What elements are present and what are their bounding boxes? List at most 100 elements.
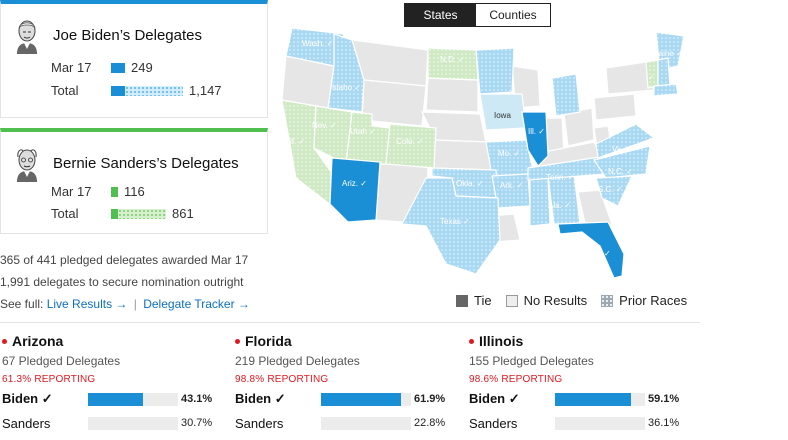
sanders-total-bar-mar17 <box>111 208 118 219</box>
map-label-okla: Okla. ✓ <box>456 179 484 188</box>
state-illinois <box>521 111 549 167</box>
vote-bar-fill <box>555 392 631 406</box>
vote-bar-fill <box>88 392 144 406</box>
legend-no-results: No Results <box>505 293 587 308</box>
pledged-delegates: 155 Pledged Delegates <box>469 354 594 368</box>
sanders-total-bar-prior <box>118 208 166 219</box>
vote-bar <box>88 392 178 406</box>
state-mississippi <box>529 177 551 227</box>
state-texas <box>401 177 501 275</box>
reporting-status: 98.6% REPORTING <box>469 374 563 385</box>
race-illinois[interactable]: Illinois 155 Pledged Delegates 98.6% REP… <box>469 333 699 433</box>
race-state-title: Arizona <box>2 333 232 349</box>
state-arizona <box>329 157 381 223</box>
map-label-utah: Utah ✓ <box>350 127 376 136</box>
counties-tab[interactable]: Counties <box>476 4 550 26</box>
map-label-fla: ✓ <box>604 249 611 258</box>
pledged-delegates: 67 Pledged Delegates <box>2 354 121 368</box>
map-label-texas: Texas ✓ <box>440 217 470 226</box>
no-results-swatch-icon <box>505 294 518 307</box>
reporting-status: 98.8% REPORTING <box>235 374 329 385</box>
map-label-nev: Nev. ✓ <box>312 121 337 130</box>
state-south-carolina <box>595 175 633 207</box>
states-tab[interactable]: States <box>405 4 476 26</box>
map-label-va: Va. ✓ <box>612 145 632 154</box>
vote-bar <box>555 392 645 406</box>
map-label-vt: ✓ <box>648 73 655 82</box>
live-dot-icon <box>469 338 474 344</box>
pledged-delegates: 219 Pledged Delegates <box>235 354 360 368</box>
state-ohio <box>563 107 595 147</box>
race-arizona[interactable]: Arizona 67 Pledged Delegates 61.3% REPOR… <box>2 333 232 433</box>
map-label-sc: S.C. ✓ <box>598 185 622 194</box>
sanders-delegates-card: Bernie Sanders’s Delegates Mar 17 116 To… <box>0 128 268 234</box>
state-kansas <box>431 139 493 171</box>
state-pennsylvania <box>593 93 637 121</box>
sanders-total-value: 861 <box>172 206 194 221</box>
map-label-nd: N.D. ✓ <box>440 55 465 64</box>
biden-total-value: 1,147 <box>189 83 222 98</box>
map-label-ariz: Ariz. ✓ <box>342 179 367 188</box>
map-label-colo: Colo. ✓ <box>396 137 424 146</box>
legend-prior-races: Prior Races <box>601 293 687 308</box>
map-label-tenn: Tenn. ✓ <box>546 173 575 182</box>
sanders-mar17-bar <box>111 186 118 197</box>
candidate-row-sanders: Sanders 30.7% <box>2 415 213 431</box>
map-legend: Tie No Results Prior Races <box>456 293 701 308</box>
tie-swatch-icon <box>456 294 468 307</box>
vote-bar <box>321 416 411 430</box>
state-minnesota <box>475 47 515 95</box>
state-south-dakota <box>425 77 479 113</box>
map-label-mo: Mo. ✓ <box>498 149 520 158</box>
map-label-ill: Ill. ✓ <box>528 127 545 136</box>
map-label-idaho: Idaho ✓ <box>332 83 361 92</box>
biden-mar17-value: 249 <box>131 60 153 75</box>
biden-delegates-card: Joe Biden’s Delegates Mar 17 249 Total 1… <box>0 0 268 118</box>
map-label-ark: Ark. ✓ <box>500 181 523 190</box>
reporting-status: 61.3% REPORTING <box>2 374 96 385</box>
delegate-notes: 365 of 441 pledged delegates awarded Mar… <box>0 249 250 315</box>
state-idaho <box>327 33 365 113</box>
candidate-row-biden: Biden ✓ 43.1% <box>2 391 213 406</box>
sanders-mar17-value: 116 <box>124 184 145 199</box>
state-colorado <box>385 123 437 169</box>
map-label-maine: Maine ✓ <box>652 49 683 58</box>
candidate-row-biden: Biden ✓ 61.9% <box>235 391 446 406</box>
state-georgia <box>577 189 613 229</box>
candidate-row-biden: Biden ✓ 59.1% <box>469 391 680 406</box>
biden-mar17-row: Mar 17 249 <box>51 60 153 75</box>
map-view-toggle: States Counties <box>404 3 551 27</box>
race-florida[interactable]: Florida 219 Pledged Delegates 98.8% REPO… <box>235 333 465 433</box>
map-label-ala: Ala. ✓ <box>548 201 571 210</box>
biden-total-row: Total 1,147 <box>51 83 222 98</box>
see-full-links: See full: Live Results → | Delegate Trac… <box>0 297 250 311</box>
vote-bar <box>555 416 645 430</box>
legend-tie: Tie <box>456 293 492 308</box>
state-new-hampshire <box>657 57 671 87</box>
race-state-title: Florida <box>235 333 465 349</box>
sanders-card-title: Bernie Sanders’s Delegates <box>53 154 239 172</box>
sanders-card-header: Bernie Sanders’s Delegates <box>11 144 239 182</box>
delegate-tracker-link[interactable]: Delegate Tracker → <box>143 297 250 311</box>
map-label-calif: Calif. ✓ <box>278 137 305 146</box>
biden-card-title: Joe Biden’s Delegates <box>53 26 202 44</box>
live-dot-icon <box>235 338 240 344</box>
race-state-title: Illinois <box>469 333 699 349</box>
section-divider <box>0 322 700 323</box>
state-michigan <box>551 73 581 117</box>
pledged-delegates-note: 365 of 441 pledged delegates awarded Mar… <box>0 253 249 267</box>
map-label-nc: N.C. ✓ <box>608 167 633 176</box>
sanders-avatar <box>11 144 43 182</box>
state-north-dakota <box>427 47 479 81</box>
biden-avatar <box>11 16 43 54</box>
vote-bar <box>321 392 411 406</box>
state-virginia <box>595 123 656 159</box>
map-label-iowa: Iowa <box>494 111 511 120</box>
vote-bar <box>88 416 178 430</box>
biden-card-header: Joe Biden’s Delegates <box>11 16 202 54</box>
us-results-map: Wash. ✓ Idaho ✓ N.D. ✓ Maine ✓ ✓ Nev. ✓ … <box>278 28 685 279</box>
sanders-total-row: Total 861 <box>51 206 194 221</box>
live-results-link[interactable]: Live Results → <box>46 297 128 311</box>
prior-races-swatch-icon <box>601 294 614 307</box>
state-north-carolina <box>593 145 651 179</box>
